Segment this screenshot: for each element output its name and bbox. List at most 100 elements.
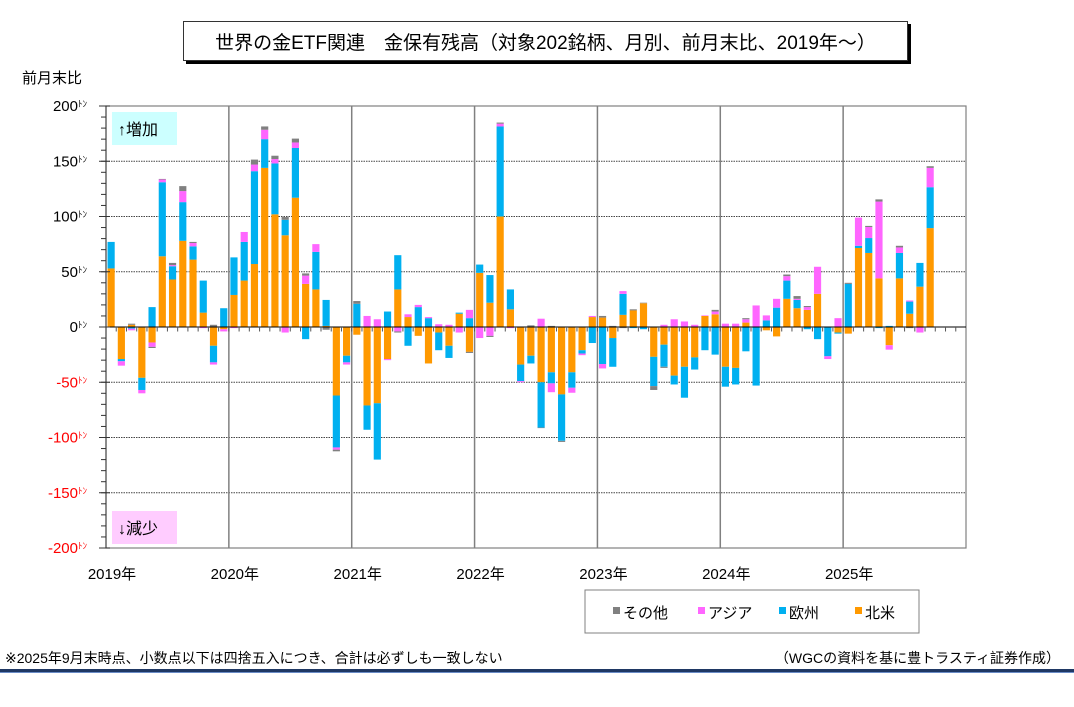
bar-north-america xyxy=(701,315,709,327)
bar-europe xyxy=(291,147,299,198)
bar-asia xyxy=(117,361,125,366)
bar-other xyxy=(619,327,627,329)
bar-asia xyxy=(721,323,729,327)
bar-other xyxy=(271,155,279,160)
x-tick-label: 2024年 xyxy=(702,566,750,583)
y-tick-value: 0 xyxy=(70,319,78,336)
bar-asia xyxy=(250,164,259,172)
bar-asia xyxy=(435,324,443,327)
bar-other xyxy=(537,427,545,429)
bar-europe xyxy=(721,366,729,387)
bar-asia xyxy=(670,319,678,327)
bar-other xyxy=(250,159,259,165)
bar-europe xyxy=(629,327,637,329)
bar-north-america xyxy=(609,327,617,339)
bar-europe xyxy=(793,299,801,309)
y-tick-unit: ﾄﾝ xyxy=(78,486,88,496)
bar-other xyxy=(844,282,852,284)
bar-north-america xyxy=(209,327,218,346)
bar-europe xyxy=(179,202,187,241)
bar-other xyxy=(547,325,555,327)
bar-asia xyxy=(517,381,525,383)
bar-north-america xyxy=(302,283,310,327)
bar-europe xyxy=(691,357,699,370)
bar-europe xyxy=(619,293,627,315)
bar-europe xyxy=(302,327,310,340)
bar-other xyxy=(609,325,617,327)
bar-europe xyxy=(558,394,566,441)
bar-north-america xyxy=(547,327,555,373)
legend-label: アジア xyxy=(708,605,752,622)
bar-europe xyxy=(476,264,484,273)
bar-north-america xyxy=(537,327,545,383)
x-tick-label: 2021年 xyxy=(334,566,382,583)
bar-europe xyxy=(343,355,351,363)
bar-europe xyxy=(926,187,934,229)
bar-europe xyxy=(711,327,719,355)
bar-other xyxy=(168,262,177,266)
y-tick-value: -50 xyxy=(56,374,78,391)
bar-north-america xyxy=(312,289,320,327)
bar-europe xyxy=(762,320,770,327)
x-tick-label: 2020年 xyxy=(211,566,259,583)
bar-north-america xyxy=(220,327,228,330)
bar-other xyxy=(629,309,637,311)
bar-north-america xyxy=(383,327,392,360)
bar-europe xyxy=(496,126,504,217)
y-tick-unit: ﾄﾝ xyxy=(78,431,88,441)
bar-other xyxy=(639,302,648,304)
y-tick-value: 200 xyxy=(53,98,78,115)
bar-other xyxy=(650,386,658,390)
bar-north-america xyxy=(762,327,770,331)
bar-europe xyxy=(752,327,760,386)
bar-europe xyxy=(250,171,259,265)
y-tick-label: -150ﾄﾝ xyxy=(48,485,88,502)
bar-north-america xyxy=(506,309,514,327)
bar-north-america xyxy=(558,327,566,395)
bar-europe xyxy=(547,372,555,384)
bar-europe xyxy=(148,307,156,327)
bar-north-america xyxy=(527,327,535,356)
bar-asia xyxy=(691,324,699,327)
bar-asia xyxy=(189,243,197,247)
bar-north-america xyxy=(660,327,668,345)
bar-other xyxy=(302,273,310,276)
bar-other xyxy=(158,178,166,180)
bar-other xyxy=(394,331,402,333)
bar-asia xyxy=(455,327,463,333)
bar-north-america xyxy=(363,327,371,406)
bar-north-america xyxy=(148,327,156,343)
y-axis-label: 前月末比 xyxy=(22,70,83,87)
bar-north-america xyxy=(261,167,269,327)
bar-asia xyxy=(803,307,811,310)
x-tick-label: 2022年 xyxy=(456,566,504,583)
decrease-label-box xyxy=(112,511,177,544)
legend-swatch-north-america xyxy=(855,607,862,614)
bar-asia xyxy=(199,327,207,329)
bar-other xyxy=(527,325,535,327)
bar-europe xyxy=(424,318,433,327)
bar-europe xyxy=(363,405,371,430)
bar-asia xyxy=(598,364,607,369)
bar-asia xyxy=(568,387,576,393)
bar-europe xyxy=(506,289,514,310)
bar-north-america xyxy=(650,327,658,357)
bar-north-america xyxy=(854,247,863,327)
bar-north-america xyxy=(629,310,637,327)
bar-other xyxy=(291,138,299,143)
y-tick-label: -100ﾄﾝ xyxy=(48,430,88,447)
y-tick-label: 0ﾄﾝ xyxy=(70,319,88,336)
bar-europe xyxy=(138,377,146,390)
y-tick-label: 50ﾄﾝ xyxy=(61,264,87,281)
y-tick-unit: ﾄﾝ xyxy=(78,265,88,275)
bar-europe xyxy=(885,325,893,327)
bar-europe xyxy=(609,338,617,367)
bar-north-america xyxy=(476,272,484,327)
bar-north-america xyxy=(588,317,596,327)
bar-north-america xyxy=(844,327,852,334)
bar-asia xyxy=(752,305,760,327)
bar-asia xyxy=(363,315,371,327)
bar-asia xyxy=(158,179,166,183)
bar-other xyxy=(783,274,791,277)
